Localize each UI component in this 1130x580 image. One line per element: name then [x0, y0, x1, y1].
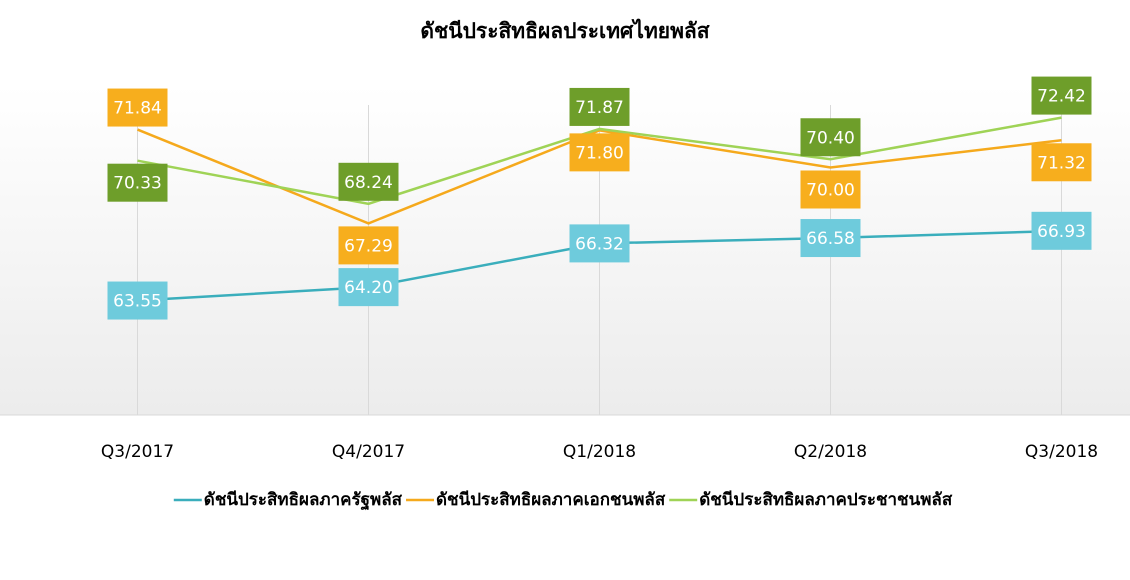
x-tick-label: Q3/2018	[1025, 442, 1098, 462]
data-label: 71.32	[1037, 153, 1086, 173]
legend-label: ดัชนีประสิทธิผลภาคประชาชนพลัส	[699, 489, 953, 510]
x-tick-label: Q4/2017	[332, 442, 405, 462]
data-label: 70.00	[806, 181, 855, 201]
label-box	[1031, 76, 1092, 115]
label-box	[569, 87, 630, 126]
line	[137, 116, 1062, 206]
data-label: 66.58	[806, 229, 855, 249]
legend: ดัชนีประสิทธิผลภาครัฐพลัส ดัชนีประสิทธิผล…	[173, 489, 953, 511]
data-label: 64.20	[344, 278, 393, 298]
chart-title: ดัชนีประสิทธิผลประเทศไทยพลัส	[420, 18, 709, 43]
legend-label: ดัชนีประสิทธิผลภาคเอกชนพลัส	[436, 489, 666, 510]
label-box	[1031, 211, 1092, 250]
data-label: 63.55	[113, 292, 162, 312]
x-tick-label: Q1/2018	[563, 442, 636, 462]
data-label: 67.29	[344, 236, 393, 256]
label-box	[107, 163, 168, 202]
x-tick-label: Q2/2018	[794, 442, 867, 462]
label-box	[338, 268, 399, 307]
label-box	[1031, 143, 1092, 182]
data-label: 66.32	[575, 234, 624, 254]
line	[137, 128, 1062, 225]
data-label: 71.87	[575, 98, 624, 118]
data-label: 68.24	[344, 173, 393, 193]
data-label: 72.42	[1037, 87, 1086, 107]
data-label: 71.84	[113, 99, 162, 119]
label-box	[338, 162, 399, 201]
data-label: 66.93	[1037, 222, 1086, 242]
data-labels: 63.55 64.20 66.32 66.58 66.93 71.84 67.29 71.80…	[107, 76, 1092, 320]
label-box	[107, 281, 168, 320]
label-box	[569, 133, 630, 172]
label-box	[800, 219, 861, 258]
label-box	[800, 118, 861, 157]
data-label: 70.33	[113, 174, 162, 194]
x-tick-label: Q3/2017	[101, 442, 174, 462]
data-label: 71.80	[575, 143, 624, 163]
label-box	[338, 226, 399, 265]
legend-label: ดัชนีประสิทธิผลภาครัฐพลัส	[204, 489, 403, 511]
label-box	[107, 88, 168, 127]
data-label: 70.40	[806, 128, 855, 148]
label-box	[800, 170, 861, 209]
label-box	[569, 224, 630, 263]
